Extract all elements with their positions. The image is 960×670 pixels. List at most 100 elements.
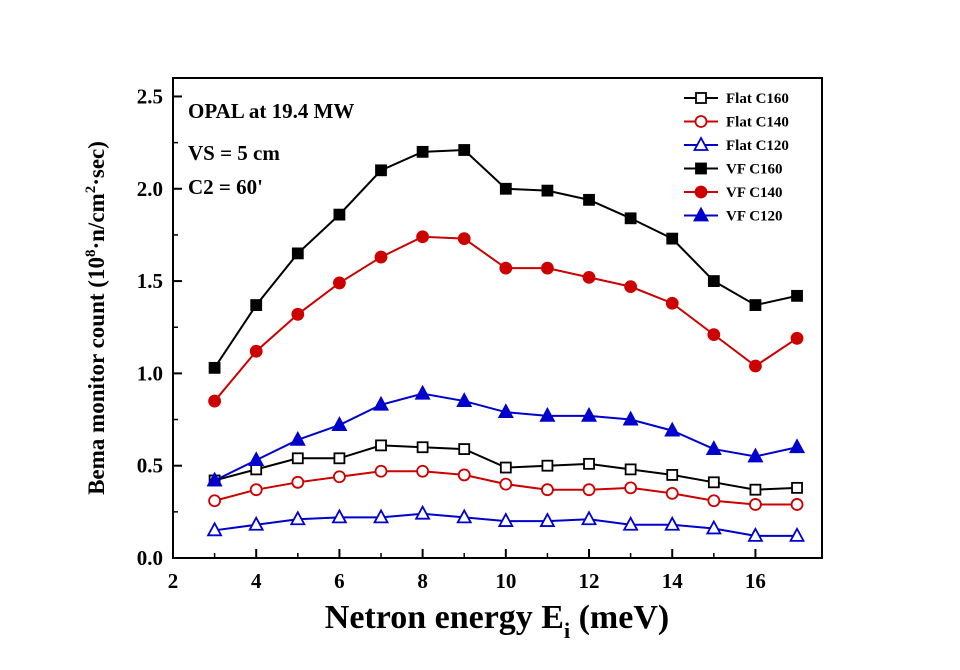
- legend-item: Flat C160: [684, 91, 789, 107]
- data-point: [581, 406, 598, 422]
- data-point: [583, 193, 595, 206]
- legend-marker: [692, 136, 710, 151]
- data-point: [248, 451, 265, 467]
- data-point: [664, 515, 681, 531]
- data-point: [208, 394, 222, 408]
- annotations: OPAL at 19.4 MW VS = 5 cm C2 = 60': [188, 99, 354, 199]
- data-point: [664, 421, 681, 437]
- data-point: [416, 464, 430, 478]
- data-point: [582, 270, 596, 284]
- data-point: [707, 328, 721, 342]
- data-point: [208, 361, 221, 374]
- legend-item: Flat C120: [684, 136, 789, 154]
- legend-item: Flat C140: [684, 115, 789, 131]
- data-point: [206, 471, 223, 487]
- y-tick-label: 1.0: [137, 361, 163, 385]
- data-point: [624, 463, 637, 476]
- data-point: [291, 247, 304, 260]
- data-point: [289, 430, 306, 446]
- data-point: [624, 212, 637, 225]
- y-axis-label-part-0: Bema monitor count (10: [84, 257, 109, 495]
- data-point: [456, 508, 473, 524]
- annotation-vs: VS = 5 cm: [188, 141, 280, 165]
- x-tick-label: 16: [745, 569, 766, 593]
- data-point: [582, 483, 596, 497]
- data-point: [791, 481, 803, 494]
- data-point: [458, 443, 471, 455]
- data-point: [583, 457, 595, 470]
- data-point: [333, 452, 346, 465]
- data-point: [416, 145, 429, 158]
- legend-label: VF C120: [726, 209, 783, 225]
- data-point: [333, 470, 346, 484]
- data-point: [707, 476, 720, 489]
- y-tick-label: 2.0: [137, 177, 163, 201]
- x-tick-label: 10: [495, 569, 516, 593]
- data-point: [333, 208, 346, 221]
- data-point: [291, 452, 304, 465]
- legend-label: Flat C140: [726, 115, 789, 131]
- series-flat-c120: [206, 504, 806, 542]
- series-flat-c140: [208, 464, 804, 511]
- data-point: [791, 289, 803, 302]
- data-point: [374, 250, 388, 264]
- legend-item: VF C140: [684, 185, 783, 201]
- data-point: [789, 438, 806, 454]
- x-tick-label: 14: [662, 569, 684, 593]
- data-point: [622, 410, 639, 426]
- data-point: [457, 232, 471, 246]
- data-point: [581, 510, 598, 526]
- data-point: [249, 483, 263, 497]
- data-point: [375, 164, 387, 177]
- y-tick-label: 1.5: [137, 269, 163, 293]
- data-point: [208, 494, 222, 508]
- data-point: [705, 440, 722, 455]
- data-point: [747, 447, 764, 463]
- annotation-power: OPAL at 19.4 MW: [188, 99, 354, 123]
- data-point: [747, 526, 764, 542]
- y-tick-label: 0.5: [137, 454, 163, 478]
- data-point: [624, 481, 638, 495]
- legend-marker: [692, 206, 710, 222]
- y-tick-label: 0.0: [137, 546, 163, 570]
- legend-item: VF C160: [684, 162, 783, 178]
- legend-marker: [695, 162, 707, 175]
- x-axis-label: Netron energy Ei (meV): [325, 599, 669, 643]
- data-point: [541, 261, 554, 275]
- x-axis-label-unit: (meV): [570, 599, 669, 636]
- data-point: [541, 459, 554, 472]
- data-point: [749, 483, 762, 496]
- data-point: [622, 515, 639, 531]
- data-point: [665, 296, 679, 310]
- legend: Flat C160 Flat C140 Flat C120 VF C160 VF C14…: [684, 91, 789, 225]
- data-point: [666, 232, 679, 245]
- data-point: [248, 515, 265, 531]
- legend-marker: [694, 115, 708, 128]
- data-point: [414, 504, 431, 520]
- data-point: [666, 469, 679, 481]
- series-layer: [206, 144, 806, 542]
- legend-marker: [694, 185, 708, 199]
- data-point: [416, 230, 430, 244]
- data-point: [375, 439, 387, 452]
- data-point: [749, 359, 762, 373]
- y-tick-label: 2.5: [137, 84, 163, 108]
- data-point: [707, 494, 721, 508]
- legend-label: VF C160: [726, 162, 783, 178]
- data-point: [250, 299, 263, 311]
- data-point: [331, 416, 348, 431]
- series-vf-c160: [208, 144, 803, 374]
- data-point: [705, 519, 722, 535]
- data-point: [499, 261, 513, 275]
- data-point: [624, 280, 638, 294]
- series-vf-c140: [208, 230, 804, 408]
- legend-label: VF C140: [726, 185, 783, 201]
- data-point: [457, 468, 471, 482]
- data-point: [790, 498, 804, 511]
- data-point: [790, 331, 804, 345]
- data-point: [289, 510, 306, 526]
- data-point: [541, 184, 554, 197]
- data-point: [789, 526, 806, 542]
- data-point: [539, 512, 556, 527]
